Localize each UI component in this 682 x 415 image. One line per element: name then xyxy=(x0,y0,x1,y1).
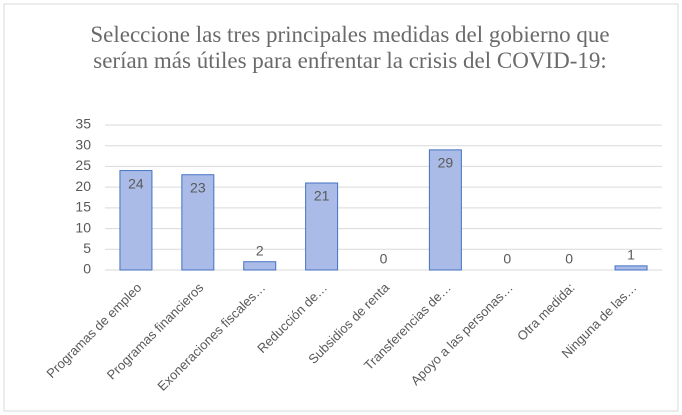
value-label: 29 xyxy=(438,155,454,171)
x-tick-label: Apoyo a las personas… xyxy=(408,280,516,388)
y-tick-label: 10 xyxy=(75,219,91,235)
x-tick-label: Otra medida: xyxy=(514,280,578,344)
y-tick-label: 20 xyxy=(75,178,91,194)
chart-title: Seleccione las tres principales medidas … xyxy=(90,22,610,73)
value-label: 24 xyxy=(128,175,144,191)
bar xyxy=(305,182,339,271)
x-tick-label: Exoneraciones fiscales… xyxy=(154,280,268,394)
y-tick-label: 25 xyxy=(75,157,91,173)
value-label: 0 xyxy=(503,251,511,267)
bar xyxy=(181,174,215,271)
bar xyxy=(428,149,462,271)
y-tick-label: 0 xyxy=(83,261,91,277)
y-tick-label: 35 xyxy=(75,116,91,132)
value-label: 0 xyxy=(565,251,573,267)
value-label: 23 xyxy=(190,179,206,195)
chart-border xyxy=(3,3,679,412)
value-label: 1 xyxy=(627,247,635,263)
y-tick-label: 5 xyxy=(83,240,91,256)
y-tick-label: 30 xyxy=(75,136,91,152)
bar xyxy=(614,265,648,271)
value-label: 21 xyxy=(314,188,330,204)
y-tick-label: 15 xyxy=(75,199,91,215)
value-label: 2 xyxy=(256,242,264,258)
bar xyxy=(119,170,153,271)
bar xyxy=(243,261,277,271)
value-label: 0 xyxy=(380,251,388,267)
